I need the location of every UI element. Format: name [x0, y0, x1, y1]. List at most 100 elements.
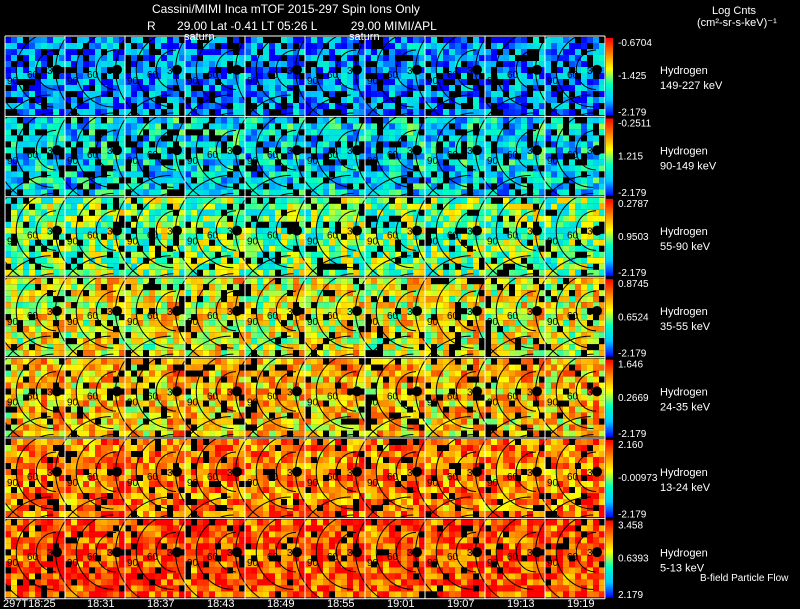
heatmap-cell: [203, 43, 209, 49]
heatmap-cell: [245, 49, 251, 55]
heatmap-cell: [215, 245, 221, 252]
heatmap-cell: [521, 189, 527, 196]
heatmap-cell: [197, 109, 203, 115]
heatmap-cell: [377, 117, 383, 124]
heatmap-cell: [137, 177, 143, 184]
heatmap-cell: [593, 239, 599, 246]
heatmap-cell: [131, 49, 137, 55]
heatmap-cell: [89, 49, 95, 55]
heatmap-cell: [173, 109, 179, 115]
heatmap-cell: [149, 37, 155, 43]
heatmap-cell: [269, 239, 275, 246]
heatmap-cell: [323, 269, 329, 276]
heatmap-cell: [155, 189, 161, 196]
heatmap-cell: [539, 189, 545, 196]
heatmap-cell: [563, 189, 569, 196]
heatmap-cell: [431, 55, 437, 61]
heatmap-cell: [191, 269, 197, 276]
heatmap-cell: [563, 245, 569, 252]
heatmap-cell: [59, 278, 65, 285]
heatmap-cell: [557, 177, 563, 184]
heatmap-cell: [101, 296, 107, 303]
heatmap-cell: [89, 171, 95, 178]
heatmap-cell: [359, 308, 365, 315]
heatmap-cell: [101, 215, 107, 222]
contour-arc: [215, 49, 237, 91]
heatmap-cell: [239, 284, 245, 291]
heatmap-cell: [47, 221, 53, 228]
heatmap-cell: [329, 153, 335, 160]
heatmap-cell: [143, 209, 149, 216]
heatmap-cell: [317, 73, 323, 79]
heatmap-cell: [143, 171, 149, 178]
heatmap-cell: [35, 227, 41, 234]
heatmap-cell: [275, 79, 281, 85]
heatmap-cell: [365, 91, 371, 97]
heatmap-cell: [35, 91, 41, 97]
heatmap-cell: [515, 221, 521, 228]
heatmap-cell: [65, 135, 71, 142]
heatmap-cell: [347, 197, 353, 204]
heatmap-cell: [173, 37, 179, 43]
heatmap-cell: [137, 159, 143, 166]
heatmap-cell: [485, 129, 491, 136]
heatmap-cell: [119, 135, 125, 142]
heatmap-cell: [455, 209, 461, 216]
heatmap-cell: [503, 135, 509, 142]
heatmap-cell: [569, 147, 575, 154]
heatmap-cell: [89, 43, 95, 49]
heatmap-cell: [227, 278, 233, 285]
heatmap-cell: [29, 239, 35, 246]
heatmap-cell: [29, 49, 35, 55]
heatmap-cell: [251, 344, 257, 351]
heatmap-cell: [317, 239, 323, 246]
heatmap-cell: [287, 141, 293, 148]
heatmap-cell: [581, 79, 587, 85]
heatmap-cell: [197, 165, 203, 172]
heatmap-cell: [269, 153, 275, 160]
heatmap-cell: [389, 269, 395, 276]
heatmap-cell: [341, 203, 347, 210]
heatmap-cell: [479, 197, 485, 204]
heatmap-cell: [491, 79, 497, 85]
heatmap-cell: [239, 203, 245, 210]
heatmap-cell: [515, 245, 521, 252]
heatmap-cell: [185, 43, 191, 49]
heatmap-cell: [185, 189, 191, 196]
heatmap-cell: [179, 326, 185, 333]
heatmap-cell: [317, 97, 323, 103]
heatmap-cell: [521, 159, 527, 166]
heatmap-cell: [71, 308, 77, 315]
heatmap-cell: [275, 227, 281, 234]
heatmap-cell: [89, 91, 95, 97]
heatmap-cell: [233, 338, 239, 345]
heatmap-cell: [119, 278, 125, 285]
heatmap-cell: [269, 109, 275, 115]
heatmap-cell: [209, 43, 215, 49]
heatmap-cell: [173, 239, 179, 246]
heatmap-cell: [335, 73, 341, 79]
heatmap-cell: [101, 129, 107, 136]
heatmap-cell: [335, 123, 341, 130]
heatmap-cell: [149, 159, 155, 166]
heatmap-cell: [485, 153, 491, 160]
heatmap-cell: [539, 97, 545, 103]
heatmap-cell: [239, 123, 245, 130]
heatmap-cell: [77, 209, 83, 216]
heatmap-cell: [239, 165, 245, 172]
heatmap-cell: [281, 233, 287, 240]
heatmap-cell: [83, 153, 89, 160]
heatmap-cell: [47, 197, 53, 204]
heatmap-cell: [113, 55, 119, 61]
heatmap-cell: [245, 109, 251, 115]
heatmap-cell: [173, 91, 179, 97]
heatmap-cell: [101, 302, 107, 309]
heatmap-cell: [335, 326, 341, 333]
heatmap-cell: [329, 79, 335, 85]
heatmap-cell: [251, 269, 257, 276]
saturn-disk: [532, 64, 542, 75]
heatmap-cell: [275, 109, 281, 115]
heatmap-cell: [581, 129, 587, 136]
heatmap-cell: [281, 257, 287, 264]
heatmap-cell: [35, 332, 41, 339]
